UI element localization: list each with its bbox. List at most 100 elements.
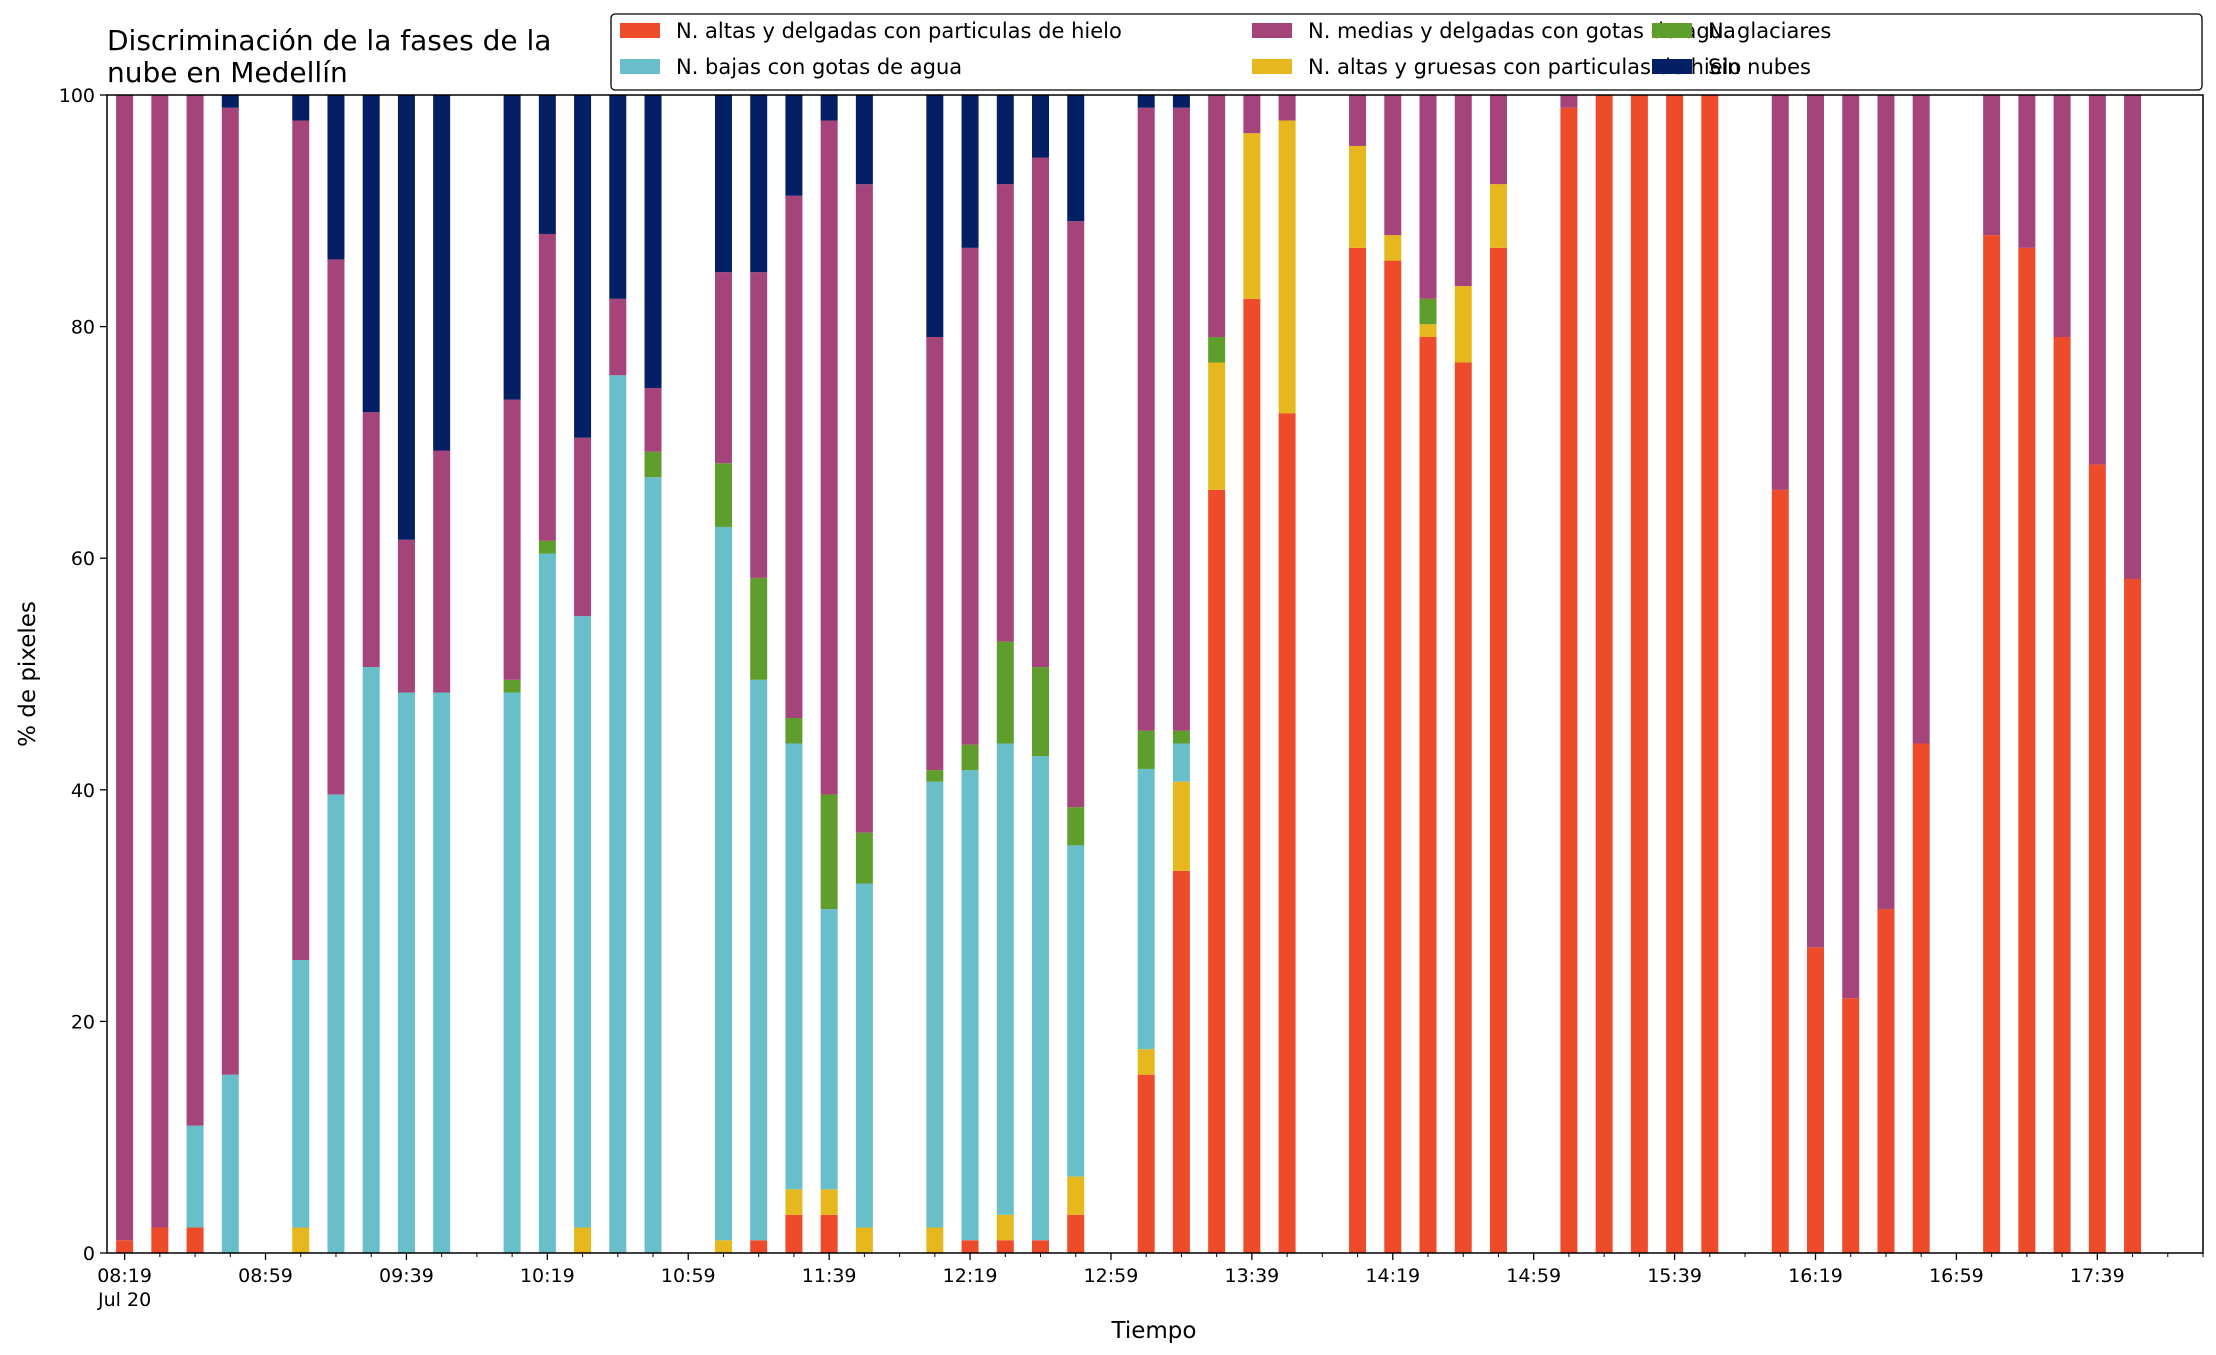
bar-segment-sn-1039 <box>609 95 627 299</box>
bar-segment-ah-1429 <box>1419 337 1437 1253</box>
y-axis-label: % de pixeles <box>15 601 41 747</box>
bar-segment-ag-1139 <box>820 1189 838 1215</box>
bar-segment-ah-1509 <box>1560 107 1578 1254</box>
chart-title-line-2: nube en Medellín <box>107 56 348 89</box>
bar-segment-bw-1229 <box>996 743 1014 1215</box>
bar-segment-mw-1729 <box>2053 95 2071 338</box>
bar-segment-bw-0849 <box>221 1074 239 1253</box>
bar-segment-gl-1249 <box>1067 807 1085 846</box>
legend-swatch-mw <box>1252 23 1292 38</box>
y-tick-label-40: 40 <box>71 780 95 802</box>
x-tick-date-label: Jul 20 <box>97 1289 151 1311</box>
bar-segment-mw-1509 <box>1560 95 1578 108</box>
bar-segment-bw-1249 <box>1067 845 1085 1177</box>
bar-segment-sn-1009 <box>503 95 521 400</box>
bar-segment-mw-1649 <box>1912 95 1930 744</box>
bar-segment-ah-1139 <box>820 1214 838 1253</box>
x-tick-label-0819: 08:19 <box>97 1265 152 1287</box>
bar-segment-ah-1519 <box>1595 95 1613 1253</box>
bar-segment-sn-1019 <box>538 95 556 234</box>
bar-segment-sn-1319 <box>1172 95 1190 108</box>
bar-segment-gl-1129 <box>785 718 803 744</box>
bar-segment-mw-0949 <box>433 450 451 693</box>
x-tick-label-1539: 15:39 <box>1647 1265 1702 1287</box>
bar-segment-sn-1309 <box>1137 95 1155 108</box>
bar-segment-gl-1429 <box>1419 298 1437 325</box>
bar-segment-sn-0929 <box>362 95 380 413</box>
bar-segment-gl-1109 <box>714 463 732 527</box>
bar-segment-ag-1209 <box>926 1227 944 1253</box>
legend-label-ah: N. altas y delgadas con particulas de hi… <box>676 19 1122 43</box>
bar-segment-gl-1119 <box>750 577 768 680</box>
bar-segment-mw-1739 <box>2088 95 2106 465</box>
bar-segment-mw-1019 <box>538 233 556 541</box>
x-tick-label-1019: 10:19 <box>520 1265 575 1287</box>
bar-segment-mw-1319 <box>1172 107 1190 731</box>
bar-segment-ah-1539 <box>1666 95 1684 1253</box>
bar-segment-ah-1649 <box>1912 743 1930 1253</box>
bar-segment-mw-0819 <box>116 95 134 1241</box>
bar-segment-bw-1209 <box>926 781 944 1228</box>
bar-segment-ah-1709 <box>1983 235 2001 1253</box>
bar-segment-bw-1139 <box>820 909 838 1190</box>
bar-segment-ah-0839 <box>186 1227 204 1253</box>
bar-segment-mw-1009 <box>503 399 521 680</box>
bar-segment-ah-1719 <box>2018 247 2036 1254</box>
x-tick-label-1259: 12:59 <box>1084 1265 1139 1287</box>
bar-segment-sn-1219 <box>961 95 979 248</box>
bar-segment-gl-1219 <box>961 744 979 771</box>
bar-segment-gl-1139 <box>820 794 838 910</box>
bar-segment-ag-1129 <box>785 1189 803 1215</box>
y-tick-label-80: 80 <box>71 317 95 339</box>
bar-segment-bw-0839 <box>186 1125 204 1228</box>
bar-segment-ah-1229 <box>996 1240 1014 1253</box>
bar-segment-bw-1149 <box>855 883 873 1228</box>
bar-segment-ag-1349 <box>1278 120 1296 414</box>
bar-segment-ah-1739 <box>2088 464 2106 1253</box>
bar-segment-mw-0929 <box>362 412 380 668</box>
bar-segment-mw-1039 <box>609 298 627 376</box>
bar-segment-sn-1229 <box>996 95 1014 185</box>
bar-segment-mw-1119 <box>750 272 768 578</box>
bar-segment-bw-1239 <box>1032 756 1050 1241</box>
bar-segment-gl-1229 <box>996 641 1014 744</box>
bar-segment-mw-1049 <box>644 387 662 452</box>
bar-segment-mw-1129 <box>785 195 803 719</box>
bar-segment-mw-0939 <box>397 539 415 693</box>
bar-segment-sn-1129 <box>785 95 803 196</box>
x-tick-label-1059: 10:59 <box>661 1265 716 1287</box>
bar-segment-mw-0849 <box>221 107 239 1075</box>
y-tick-label-100: 100 <box>59 85 95 107</box>
bar-segment-gl-1319 <box>1172 730 1190 744</box>
bar-segment-ah-1329 <box>1208 489 1226 1253</box>
bar-segment-mw-0839 <box>186 95 204 1126</box>
x-tick-label-1739: 17:39 <box>2070 1265 2125 1287</box>
bar-segment-ah-1319 <box>1172 870 1190 1253</box>
bar-segment-gl-1149 <box>855 832 873 884</box>
x-tick-label-1339: 13:39 <box>1224 1265 1279 1287</box>
bar-segment-ag-1309 <box>1137 1049 1155 1075</box>
bar-segment-mw-1409 <box>1349 95 1367 146</box>
legend-label-bw: N. bajas con gotas de agua <box>676 55 962 79</box>
bar-segment-mw-1439 <box>1454 95 1472 287</box>
bar-segment-mw-1329 <box>1208 95 1226 338</box>
bar-segment-ah-1119 <box>750 1240 768 1253</box>
legend-swatch-bw <box>620 59 660 74</box>
bar-segment-gl-1329 <box>1208 337 1226 363</box>
bar-segment-bw-1049 <box>644 477 662 1253</box>
bar-segment-sn-1209 <box>926 95 944 338</box>
bar-segment-sn-0939 <box>397 95 415 540</box>
bar-segment-ah-1749 <box>2124 579 2142 1253</box>
bar-segment-ag-1419 <box>1384 235 1402 261</box>
bars-layer <box>116 95 2142 1254</box>
bar-segment-mw-1719 <box>2018 95 2036 248</box>
x-tick-label-0939: 09:39 <box>379 1265 434 1287</box>
bar-segment-bw-1029 <box>574 616 592 1228</box>
bar-segment-bw-0919 <box>327 794 345 1253</box>
bar-segment-sn-0849 <box>221 95 239 108</box>
bar-segment-mw-1609 <box>1771 95 1789 490</box>
bar-segment-mw-1449 <box>1489 95 1507 185</box>
bar-segment-ah-1529 <box>1630 95 1648 1253</box>
bar-segment-mw-1139 <box>820 120 838 795</box>
bar-segment-bw-1009 <box>503 692 521 1253</box>
